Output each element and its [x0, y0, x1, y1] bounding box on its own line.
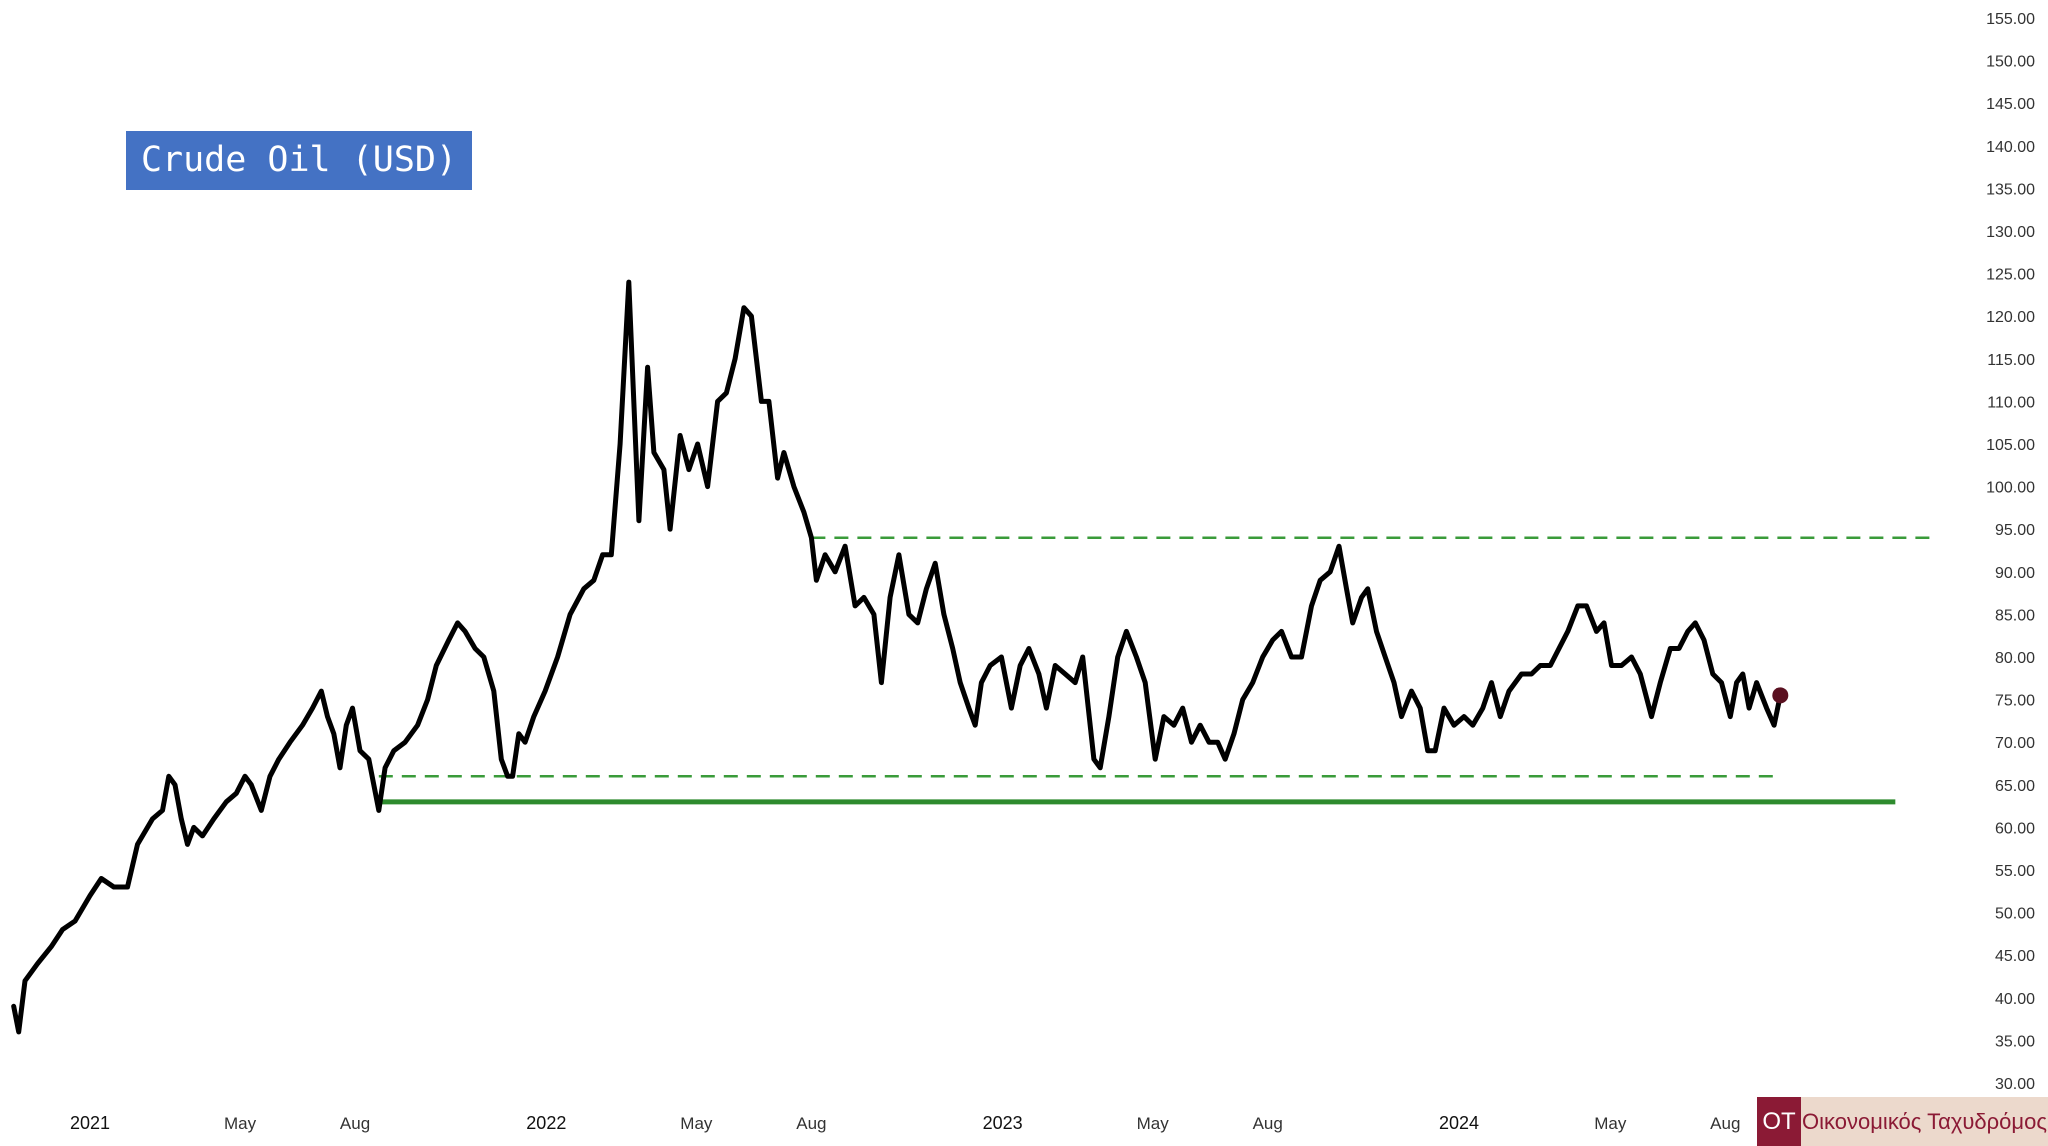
- y-tick-label: 85.00: [1995, 607, 2035, 624]
- y-tick-label: 130.00: [1986, 224, 2035, 241]
- x-tick-label: Aug: [1710, 1114, 1740, 1133]
- y-tick-label: 110.00: [1987, 394, 2035, 411]
- y-tick-label: 30.00: [1995, 1076, 2035, 1093]
- y-tick-label: 115.00: [1987, 352, 2035, 369]
- y-tick-label: 155.00: [1986, 11, 2035, 28]
- y-tick-label: 60.00: [1995, 820, 2035, 837]
- y-tick-label: 75.00: [1995, 693, 2035, 710]
- y-tick-label: 45.00: [1995, 948, 2035, 965]
- publisher-logo-mark: OT: [1757, 1097, 1801, 1146]
- y-tick-label: 150.00: [1986, 54, 2035, 71]
- y-tick-label: 70.00: [1995, 735, 2035, 752]
- y-tick-label: 135.00: [1986, 181, 2035, 198]
- x-tick-label: Aug: [1253, 1114, 1283, 1133]
- chart-title: Crude Oil (USD): [126, 131, 472, 190]
- y-tick-label: 125.00: [1986, 267, 2035, 284]
- y-tick-label: 140.00: [1986, 139, 2035, 156]
- x-tick-label: May: [680, 1114, 713, 1133]
- y-tick-label: 90.00: [1995, 565, 2035, 582]
- x-tick-label: 2021: [70, 1113, 110, 1133]
- x-tick-label: 2022: [526, 1113, 566, 1133]
- x-tick-label: 2024: [1439, 1113, 1479, 1133]
- publisher-logo: OT Οικονομικός Ταχυδρόμος: [1757, 1097, 2048, 1146]
- support-resistance-lines: [378, 536, 1935, 805]
- y-axis: 30.00 35.00 40.00 45.00 50.00 55.00 60.00 65.00…: [1986, 11, 2035, 1093]
- x-tick-label: May: [1137, 1114, 1170, 1133]
- x-tick-label: Aug: [340, 1114, 370, 1133]
- y-tick-label: 120.00: [1986, 309, 2035, 326]
- y-tick-label: 95.00: [1995, 522, 2035, 539]
- y-tick-label: 40.00: [1995, 991, 2035, 1008]
- x-tick-label: May: [1594, 1114, 1627, 1133]
- last-price-marker: [1772, 687, 1789, 704]
- y-tick-label: 145.00: [1986, 96, 2035, 113]
- y-tick-label: 105.00: [1986, 437, 2035, 454]
- x-tick-label: Aug: [796, 1114, 826, 1133]
- y-tick-label: 65.00: [1995, 778, 2035, 795]
- y-tick-label: 50.00: [1995, 906, 2035, 923]
- price-line-0: [11, 279, 1783, 1035]
- x-tick-label: May: [224, 1114, 257, 1133]
- price-series: [11, 279, 1789, 1035]
- y-tick-label: 80.00: [1995, 650, 2035, 667]
- y-tick-label: 100.00: [1986, 480, 2035, 497]
- x-tick-label: 2023: [983, 1113, 1023, 1133]
- y-tick-label: 35.00: [1995, 1033, 2035, 1050]
- y-tick-label: 55.00: [1995, 863, 2035, 880]
- x-axis: 2021 May Aug 2022 May Aug 2023 May Aug 2024 May Aug: [70, 1113, 1740, 1133]
- publisher-name: Οικονομικός Ταχυδρόμος: [1801, 1097, 2048, 1146]
